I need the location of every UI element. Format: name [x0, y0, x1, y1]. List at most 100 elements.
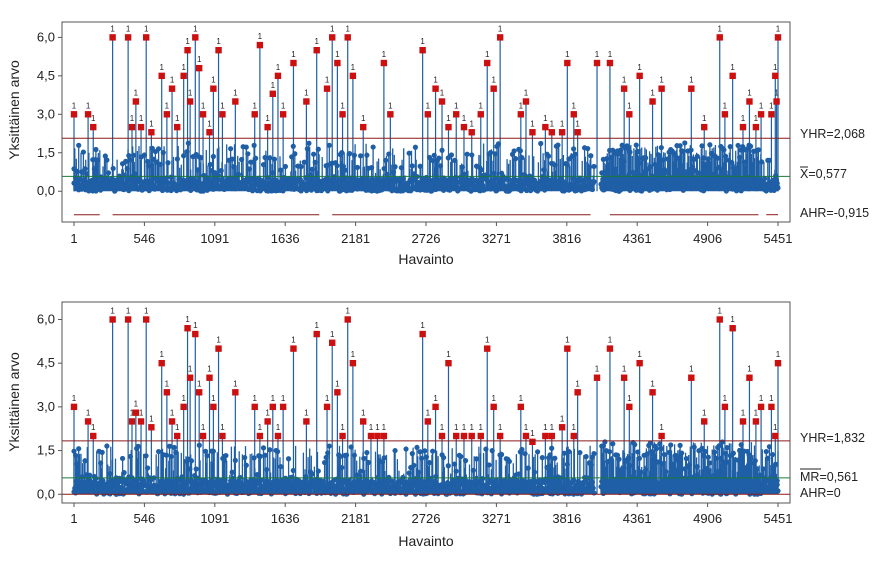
data-point: [126, 188, 132, 194]
y-axis-label: Yksittäinen arvo: [6, 60, 22, 160]
data-point: [749, 162, 755, 168]
flag-label: 1: [72, 394, 77, 403]
flag-label: 1: [188, 365, 193, 374]
data-point: [675, 155, 682, 162]
flagged-point: [137, 123, 145, 131]
flagged-point: [215, 47, 222, 54]
y-tick-label: 1,5: [37, 443, 55, 458]
y-tick-label: 0,0: [37, 486, 55, 501]
data-point: [249, 488, 255, 494]
data-point: [245, 151, 251, 157]
flagged-point: [180, 72, 187, 80]
flagged-point: [210, 85, 217, 92]
data-point: [325, 450, 331, 456]
flagged-point: [772, 72, 779, 80]
flagged-point: [606, 59, 614, 67]
flag-label: 1: [730, 63, 735, 72]
data-point: [677, 442, 683, 448]
flagged-point: [484, 59, 491, 67]
data-point: [611, 166, 617, 172]
flagged-point: [419, 47, 426, 54]
flag-label: 1: [560, 119, 565, 128]
flag-label: 1: [110, 306, 115, 315]
data-point: [707, 142, 713, 148]
data-point: [308, 187, 314, 193]
data-point: [765, 455, 771, 461]
data-point: [262, 154, 268, 161]
flagged-point: [174, 432, 181, 440]
data-point: [326, 443, 332, 449]
data-point: [705, 454, 711, 460]
data-point: [123, 158, 129, 164]
flag-label: 1: [433, 76, 438, 85]
flagged-point: [90, 123, 97, 131]
flagged-point: [739, 418, 747, 425]
data-point: [370, 144, 376, 150]
data-point: [617, 147, 624, 153]
flag-label: 1: [86, 101, 91, 110]
data-point: [100, 478, 106, 484]
flag-label: 1: [276, 423, 281, 432]
data-point: [679, 450, 685, 456]
flag-label: 1: [233, 379, 238, 388]
flag-label: 1: [627, 101, 632, 110]
flagged-point: [124, 34, 132, 41]
data-point: [228, 146, 234, 152]
data-point: [298, 164, 304, 170]
flagged-point: [574, 389, 581, 396]
flagged-point: [522, 432, 530, 440]
flagged-point: [256, 432, 264, 440]
data-point: [735, 142, 741, 149]
flag-label: 1: [304, 88, 309, 97]
flag-label: 1: [233, 88, 238, 97]
data-point: [422, 448, 428, 454]
flag-label: 1: [211, 76, 216, 85]
data-point: [301, 159, 307, 165]
data-point: [671, 465, 677, 471]
data-point: [627, 149, 633, 155]
flag-label: 1: [608, 50, 613, 59]
data-point: [253, 155, 259, 161]
flagged-point: [303, 418, 310, 425]
x-tick-label: 4906: [693, 511, 722, 526]
data-point: [719, 477, 726, 483]
flag-label: 1: [637, 350, 642, 359]
data-point: [430, 157, 436, 164]
flag-label: 1: [340, 423, 345, 432]
data-point: [633, 475, 639, 482]
data-point: [171, 444, 177, 451]
data-point: [229, 469, 235, 475]
data-point: [267, 155, 273, 161]
flag-label: 1: [524, 423, 529, 432]
data-point: [254, 472, 260, 478]
data-point: [747, 455, 754, 461]
data-point: [493, 477, 499, 484]
moving-range-chart: Yksittäinen arvo Havainto YHR=1,832 MR=0…: [6, 301, 865, 549]
flag-label: 1: [330, 330, 335, 339]
data-point: [260, 445, 267, 451]
data-point: [102, 153, 108, 159]
flagged-point: [290, 345, 297, 352]
data-point: [193, 466, 199, 472]
data-point: [171, 481, 177, 487]
flagged-point: [774, 359, 782, 367]
flag-label: 1: [776, 24, 781, 33]
data-point: [259, 477, 265, 483]
flagged-point: [424, 418, 432, 425]
flagged-point: [313, 330, 320, 338]
data-point: [358, 153, 364, 159]
data-point: [588, 153, 594, 159]
flag-label: 1: [747, 88, 752, 97]
flag-label: 1: [86, 408, 91, 417]
data-point: [769, 451, 776, 458]
flagged-point: [729, 325, 736, 332]
flag-label: 1: [382, 423, 387, 432]
flagged-point: [564, 59, 571, 67]
data-point: [304, 146, 310, 152]
data-point: [80, 149, 86, 155]
flagged-point: [387, 111, 394, 118]
flagged-point: [143, 34, 150, 41]
data-point: [514, 177, 520, 183]
data-point: [602, 439, 608, 445]
